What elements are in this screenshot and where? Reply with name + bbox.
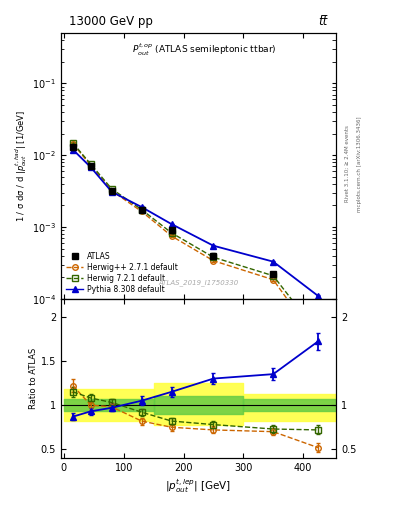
Text: mcplots.cern.ch [arXiv:1306.3436]: mcplots.cern.ch [arXiv:1306.3436] [357,116,362,211]
Text: Rivet 3.1.10; ≥ 2.4M events: Rivet 3.1.10; ≥ 2.4M events [345,125,350,202]
Y-axis label: 1 / σ dσ / d |$p_{out}^{t,had}$| [1/GeV]: 1 / σ dσ / d |$p_{out}^{t,had}$| [1/GeV] [13,110,29,222]
Legend: ATLAS, Herwig++ 2.7.1 default, Herwig 7.2.1 default, Pythia 8.308 default: ATLAS, Herwig++ 2.7.1 default, Herwig 7.… [65,250,179,295]
Text: 13000 GeV pp: 13000 GeV pp [69,15,153,28]
X-axis label: $|p_{out}^{t,lep}|$ [GeV]: $|p_{out}^{t,lep}|$ [GeV] [165,477,231,495]
Text: $P_{out}^{t,op}$ (ATLAS semileptonic ttbar): $P_{out}^{t,op}$ (ATLAS semileptonic ttb… [132,41,276,57]
Y-axis label: Ratio to ATLAS: Ratio to ATLAS [29,348,38,409]
Text: ATLAS_2019_I1750330: ATLAS_2019_I1750330 [158,280,239,286]
Text: tt̅: tt̅ [318,15,328,28]
